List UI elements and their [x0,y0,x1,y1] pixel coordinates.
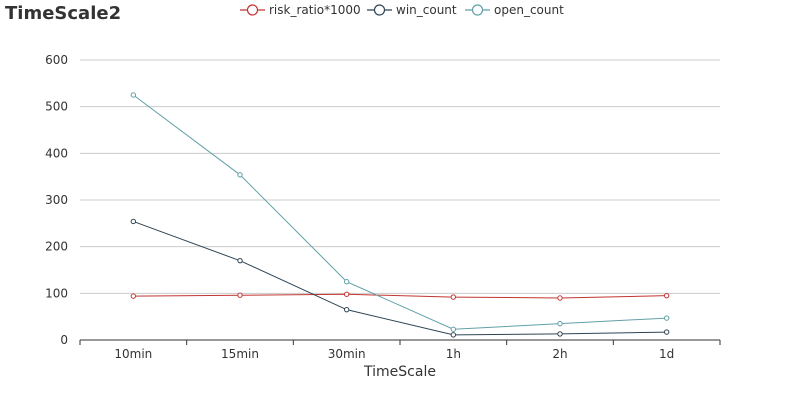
y-tick-label: 500 [45,100,68,114]
data-point [343,278,350,285]
x-tick-label: 2h [552,347,567,361]
y-tick-label: 600 [45,53,68,67]
x-tick-label: 10min [114,347,152,361]
data-point [663,292,670,299]
legend-label: risk_ratio*1000 [269,3,361,17]
data-point [450,332,457,338]
data-point [130,293,137,299]
axes: 0 100 200 300 400 500 600 10min 15min 30min 1h 2h 1d [45,53,721,361]
legend: risk_ratio*1000 win_count open_count [240,3,564,17]
data-point [130,218,137,225]
data-point [663,329,670,335]
x-tick-label: 1h [446,347,461,361]
legend-item[interactable]: risk_ratio*1000 [240,3,361,17]
series-2 [130,92,670,332]
data-point [237,292,243,298]
y-tick-label: 300 [45,193,68,207]
x-tick-label: 15min [221,347,259,361]
data-point [237,257,243,264]
data-point [237,172,243,178]
data-point [130,92,137,98]
data-point [557,295,563,301]
series-line [133,220,667,336]
x-tick-label: 30min [328,347,366,361]
chart-title: TimeScale2 [5,3,121,24]
series-1 [130,218,670,338]
data-point [450,326,457,332]
legend-label: open_count [494,3,564,17]
series-0 [130,291,670,301]
y-tick-label: 100 [45,286,68,300]
legend-label: win_count [396,3,457,17]
grid-lines [80,59,720,294]
y-tick-label: 0 [60,333,68,347]
series-line [133,293,667,299]
data-point [450,294,457,300]
y-tick-label: 400 [45,146,68,160]
data-point [343,291,350,297]
legend-item[interactable]: win_count [367,3,457,17]
data-point [557,331,563,337]
legend-marker-icon [373,4,386,16]
x-tick-label: 1d [659,347,674,361]
series-line [133,94,667,330]
legend-marker-icon [471,4,484,16]
x-axis-label: TimeScale [363,364,436,380]
y-tick-label: 200 [45,240,68,254]
data-point [663,315,670,321]
legend-item[interactable]: open_count [465,3,564,17]
series-group [130,92,670,338]
data-point [557,320,563,327]
legend-marker-icon [246,4,259,16]
data-point [343,306,350,313]
